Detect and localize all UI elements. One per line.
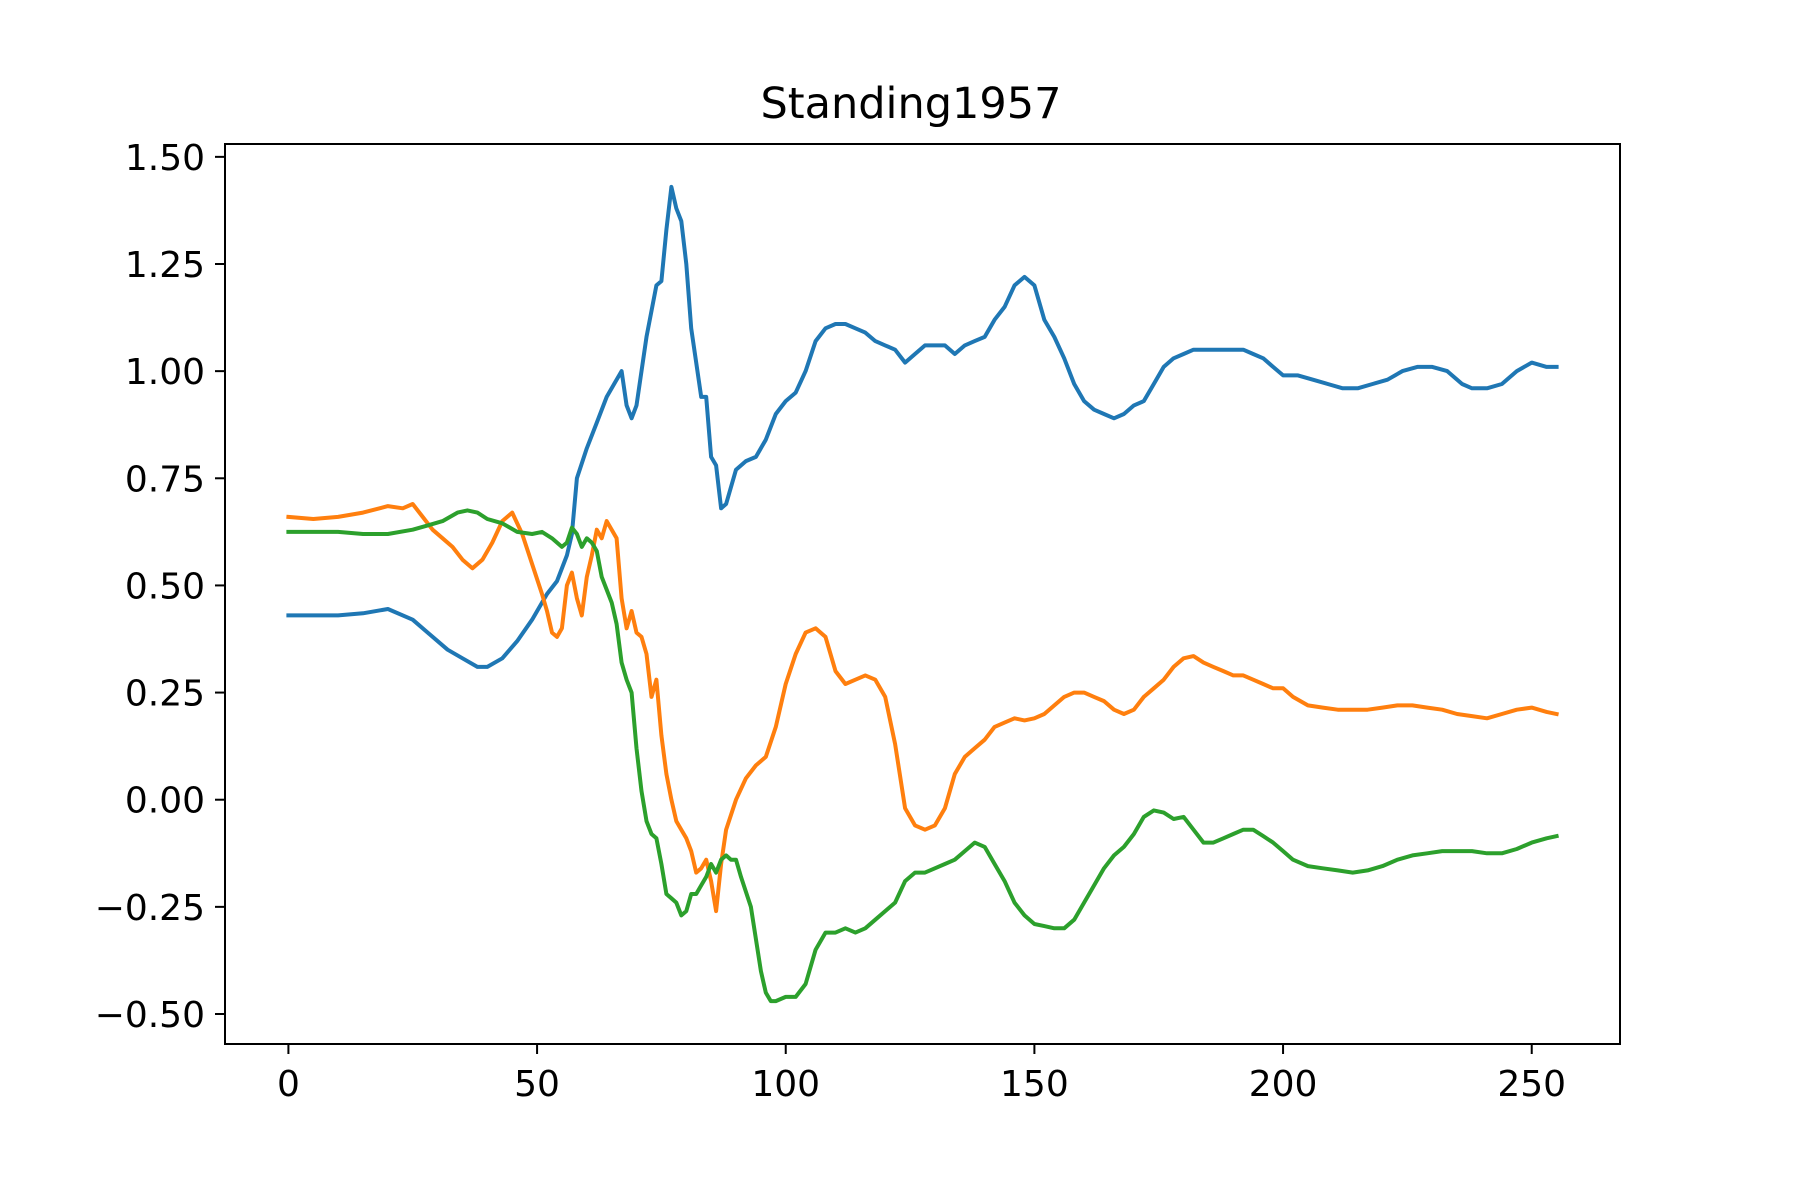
y-tick-label: 1.25 — [125, 245, 205, 286]
y-tick-label: 0.25 — [125, 674, 205, 715]
y-tick-label: −0.50 — [95, 995, 205, 1036]
y-tick-label: 0.75 — [125, 459, 205, 500]
y-axis: 1.50 1.25 1.00 0.75 0.50 0.25 0.00 −0.25 −0.50 — [95, 138, 225, 1036]
series-line-1 — [286, 184, 1559, 669]
series-line-3 — [286, 508, 1559, 1004]
y-tick-label: 1.50 — [125, 138, 205, 179]
y-tick-label: 1.00 — [125, 352, 205, 393]
plot-lines — [286, 184, 1559, 1004]
x-tick-label: 150 — [1000, 1064, 1069, 1105]
y-tick-label: 0.50 — [125, 566, 205, 607]
x-tick-label: 200 — [1249, 1064, 1318, 1105]
x-axis: 0 50 100 150 200 250 — [277, 1044, 1566, 1105]
y-tick-label: −0.25 — [95, 888, 205, 929]
x-tick-label: 100 — [751, 1064, 820, 1105]
series-line-2 — [286, 502, 1559, 914]
x-tick-label: 0 — [277, 1064, 300, 1105]
x-tick-label: 50 — [514, 1064, 560, 1105]
x-tick-label: 250 — [1497, 1064, 1566, 1105]
plot-frame — [224, 143, 1621, 1045]
chart-title: Standing1957 — [761, 79, 1062, 129]
y-tick-label: 0.00 — [125, 781, 205, 822]
